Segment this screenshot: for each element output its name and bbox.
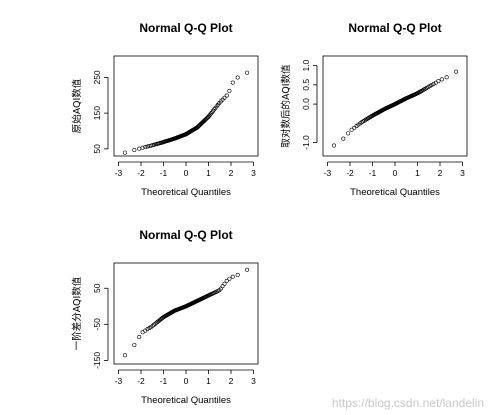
y-tick-label: 150 [92, 106, 102, 120]
x-tick-label: 1 [415, 168, 420, 178]
data-point [346, 131, 351, 136]
data-point [230, 80, 235, 85]
y-tick-label: 0.5 [301, 79, 311, 91]
x-tick-label: -2 [346, 168, 354, 178]
data-point [224, 93, 229, 98]
data-point [439, 77, 444, 82]
qq-panel-1: Normal Q-Q Plot -3 -2 -1 0 1 2 3 Theoretical Qua… [71, 21, 259, 198]
data-point [454, 69, 459, 74]
data-point [431, 82, 436, 87]
x-axis-label: Theoretical Quantiles [141, 187, 231, 198]
y-axis-label: 取对数后的AQI数值 [280, 64, 292, 148]
x-tick-label: -1 [160, 168, 168, 178]
x-tick-label: -3 [115, 376, 123, 386]
data-point [245, 70, 250, 75]
x-tick-label: 2 [229, 376, 234, 386]
x-tick-label: 3 [251, 168, 256, 178]
data-point [436, 79, 441, 84]
data-point [227, 276, 232, 281]
plot-title: Normal Q-Q Plot [348, 21, 441, 35]
y-tick-label: 0.0 [301, 98, 311, 110]
data-point [137, 146, 142, 151]
data-point [122, 353, 127, 358]
x-tick-label: 2 [229, 168, 234, 178]
data-point [227, 88, 232, 93]
data-point [220, 284, 225, 289]
data-point [245, 267, 250, 272]
y-axis-label: 一阶差分AQI数值 [71, 276, 83, 350]
y-tick-label: -50 [92, 318, 102, 331]
data-point [341, 136, 346, 141]
plot-frame [113, 262, 259, 365]
data-point [132, 148, 137, 153]
x-tick-label: 2 [438, 168, 443, 178]
plot-title: Normal Q-Q Plot [139, 21, 232, 35]
data-point [208, 112, 213, 117]
x-tick-label: 3 [251, 376, 256, 386]
x-tick-label: -3 [115, 168, 123, 178]
data-point [331, 143, 336, 148]
data-point [137, 334, 142, 339]
data-point [230, 274, 235, 279]
data-point [132, 342, 137, 347]
data-point [222, 95, 227, 100]
data-point [235, 75, 240, 80]
data-point [143, 145, 148, 150]
y-tick-label: 250 [92, 70, 102, 84]
data-point [222, 281, 227, 286]
plot-title: Normal Q-Q Plot [139, 228, 232, 242]
qq-panel-3: Normal Q-Q Plot -3 -2 -1 0 1 2 3 Theoretical Qua… [71, 228, 259, 406]
data-point [224, 278, 229, 283]
y-tick-label: -1.0 [301, 135, 311, 150]
y-axis-label: 原始AQI数值 [71, 78, 83, 133]
data-point [140, 145, 145, 150]
x-tick-label: -2 [137, 376, 145, 386]
x-tick-label: 0 [184, 168, 189, 178]
x-tick-label: -1 [369, 168, 377, 178]
x-tick-label: 0 [393, 168, 398, 178]
x-tick-label: 0 [184, 376, 189, 386]
data-point [122, 150, 127, 155]
watermark-text: https://blog.csdn.net/landelin [332, 396, 484, 410]
x-tick-label: -1 [160, 376, 168, 386]
x-tick-label: -3 [324, 168, 332, 178]
x-tick-label: 1 [206, 376, 211, 386]
data-point [429, 83, 434, 88]
data-point [444, 75, 449, 80]
x-tick-label: -2 [137, 168, 145, 178]
x-axis-label: Theoretical Quantiles [350, 187, 440, 198]
data-point [235, 272, 240, 277]
plot-frame [322, 55, 468, 157]
data-point [209, 111, 214, 116]
data-point [145, 144, 150, 149]
y-tick-label: 1.0 [301, 59, 311, 71]
y-tick-label: 50 [92, 283, 102, 293]
x-tick-label: 1 [206, 168, 211, 178]
y-tick-label: -150 [92, 352, 102, 369]
y-tick-label: 50 [92, 144, 102, 154]
x-tick-label: 3 [460, 168, 465, 178]
x-axis-label: Theoretical Quantiles [141, 395, 231, 406]
plot-frame [113, 55, 259, 157]
qq-panel-2: Normal Q-Q Plot -3 -2 -1 0 1 2 3 Theoretical Qua… [280, 21, 468, 198]
data-point [349, 127, 354, 132]
